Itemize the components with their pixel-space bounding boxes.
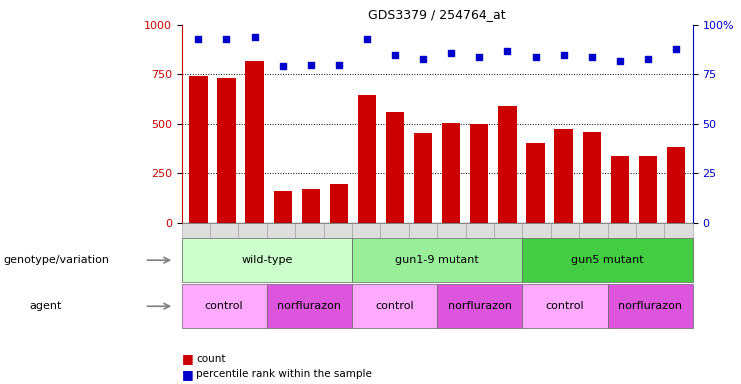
Text: control: control [545,301,585,311]
Text: gun1-9 mutant: gun1-9 mutant [395,255,479,265]
Text: genotype/variation: genotype/variation [4,255,110,265]
Text: control: control [375,301,414,311]
Text: agent: agent [30,301,62,311]
Point [502,48,514,54]
Point [221,36,233,42]
Bar [554,129,573,223]
Text: norflurazon: norflurazon [277,301,342,311]
Bar [582,132,601,223]
Text: ■: ■ [182,368,193,381]
Title: GDS3379 / 254764_at: GDS3379 / 254764_at [368,8,506,21]
Bar [386,112,404,223]
Point [333,61,345,68]
Point [670,46,682,52]
Bar [639,156,657,223]
Point [249,34,261,40]
Bar [611,156,629,223]
Point [361,36,373,42]
Point [586,53,598,60]
Point [473,53,485,60]
Point [614,58,625,64]
Bar [414,133,432,223]
Bar [498,106,516,223]
Bar [442,123,460,223]
Point [642,56,654,62]
Bar [217,78,236,223]
Bar [358,95,376,223]
Point [445,50,457,56]
Text: control: control [205,301,244,311]
Bar [667,147,685,223]
Bar [526,142,545,223]
Text: norflurazon: norflurazon [618,301,682,311]
Bar [471,124,488,223]
Bar [330,184,348,223]
Bar [273,191,292,223]
Point [389,51,401,58]
Bar [245,61,264,223]
Text: ■: ■ [182,353,193,366]
Text: count: count [196,354,226,364]
Point [276,63,288,70]
Bar [302,189,320,223]
Bar [189,76,207,223]
Text: percentile rank within the sample: percentile rank within the sample [196,369,372,379]
Text: gun5 mutant: gun5 mutant [571,255,644,265]
Text: wild-type: wild-type [241,255,293,265]
Point [558,51,570,58]
Point [530,53,542,60]
Point [417,56,429,62]
Text: norflurazon: norflurazon [448,301,512,311]
Point [193,36,205,42]
Point [305,61,316,68]
